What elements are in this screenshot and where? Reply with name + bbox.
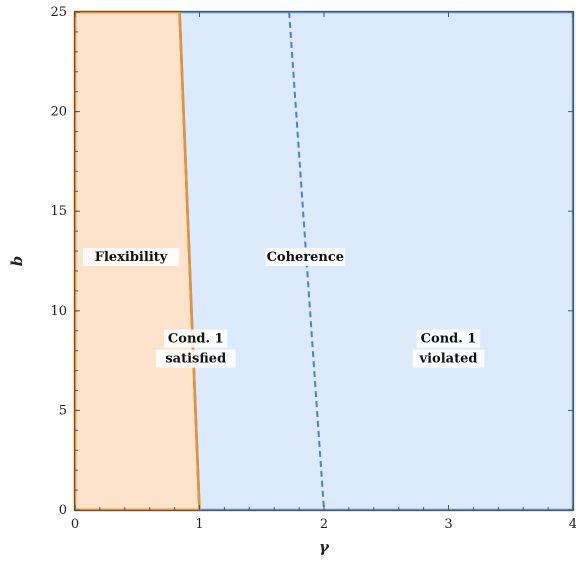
annotation-text: Cond. 1 [421, 332, 477, 347]
annotation-2: Cond. 1 satisfied [155, 329, 236, 368]
x-tick-label: 2 [320, 517, 328, 532]
annotation-background [265, 248, 346, 266]
x-tick-label: 3 [444, 517, 452, 532]
annotation-text: violated [419, 352, 478, 367]
y-tick-label: 0 [59, 503, 67, 518]
y-axis-title: b [8, 256, 26, 267]
y-tick-label: 15 [50, 204, 67, 219]
annotation-background [164, 329, 228, 348]
annotation-text: Flexibility [95, 250, 168, 265]
annotation-background [412, 349, 485, 368]
region-coherence [178, 10, 575, 512]
annotation-background [416, 329, 481, 348]
boundary-layer [288, 11, 325, 511]
x-tick-label: 0 [71, 517, 79, 532]
annotation-3: Cond. 1 violated [412, 329, 485, 368]
x-tick-label: 4 [569, 517, 576, 532]
y-tick-label: 25 [50, 5, 67, 20]
y-tick-label: 20 [50, 105, 67, 120]
regions-layer [73, 10, 575, 512]
annotation-text: satisfied [165, 352, 226, 367]
y-tick-label: 10 [50, 304, 67, 319]
ticks-layer: 0 1 2 3 4 0 5 10 15 20 25 [50, 5, 576, 532]
x-axis-title: γ [319, 538, 330, 556]
annotation-1: Coherence [265, 248, 346, 266]
plot-frame-layer [74, 11, 574, 511]
x-tick-label: 1 [195, 517, 203, 532]
dashed-boundary-line [288, 11, 325, 511]
annotation-text: Cond. 1 [168, 332, 224, 347]
annotation-background [155, 349, 236, 368]
annotation-text: Coherence [267, 250, 345, 265]
annotation-background [82, 248, 180, 266]
annotation-0: Flexibility [82, 248, 180, 266]
plot-frame [74, 11, 574, 511]
y-tick-label: 5 [59, 403, 67, 418]
